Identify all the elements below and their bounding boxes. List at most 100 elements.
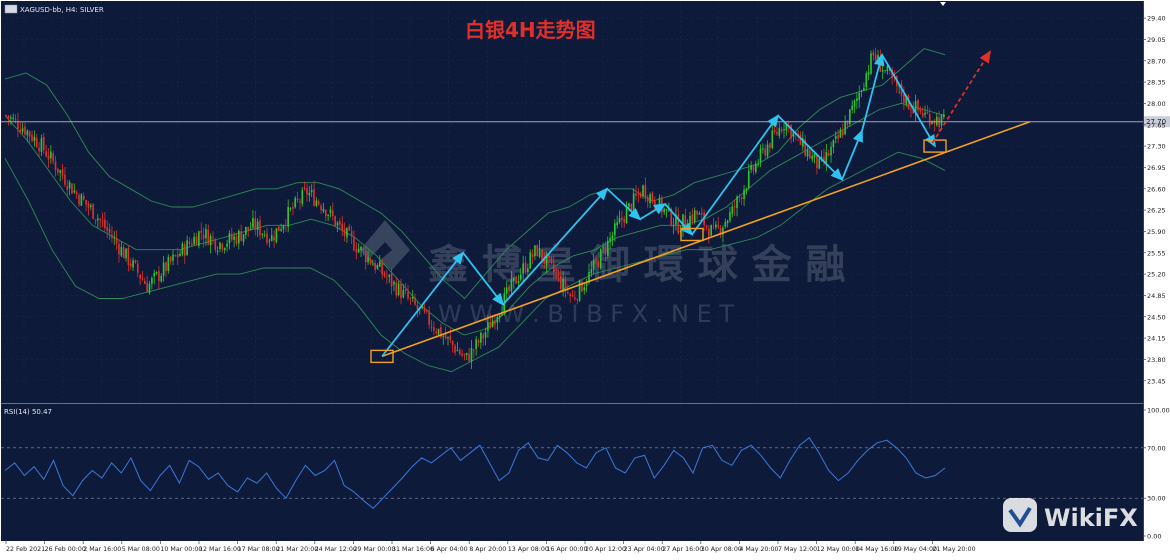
price-tick-label: 27.65 bbox=[1147, 121, 1166, 129]
candle-body bbox=[388, 274, 391, 277]
candle-body bbox=[508, 286, 510, 291]
candle-body bbox=[769, 143, 771, 148]
candle-body bbox=[38, 147, 40, 152]
candle-body bbox=[266, 233, 268, 243]
candle-body bbox=[357, 248, 360, 253]
chart-shift-marker-icon[interactable] bbox=[940, 2, 946, 6]
candle-body bbox=[409, 298, 412, 299]
candle-body bbox=[259, 220, 261, 236]
candle-body bbox=[907, 95, 910, 110]
candle-body bbox=[726, 220, 729, 224]
price-panel-background bbox=[1, 1, 1143, 403]
candle-body bbox=[134, 260, 137, 263]
candle-body bbox=[750, 165, 752, 171]
candle-body bbox=[395, 282, 398, 296]
candle-body bbox=[799, 134, 802, 145]
candle-body bbox=[740, 197, 743, 200]
candle-body bbox=[630, 204, 633, 212]
price-axis-labels: 29.40 29.05 28.70 28.35 28.00 27.65 27.30 26.95… bbox=[1143, 15, 1166, 385]
candle-body bbox=[273, 236, 275, 241]
candle-body bbox=[646, 197, 649, 202]
candle-body bbox=[287, 206, 289, 227]
symbol-info: XAGUSD-bb, H4: SILVER bbox=[20, 6, 104, 14]
candle-body bbox=[611, 235, 614, 240]
candle-body bbox=[451, 341, 454, 346]
candle-body bbox=[585, 283, 588, 286]
candle-body bbox=[512, 277, 515, 281]
candle-body bbox=[682, 214, 684, 230]
candle-body bbox=[343, 228, 346, 236]
candle-body bbox=[672, 225, 675, 227]
candle-body bbox=[158, 271, 160, 281]
candle-body bbox=[108, 228, 111, 233]
candle-body bbox=[45, 151, 47, 157]
time-tick-label: 13 Apr 08:00 bbox=[508, 546, 549, 553]
candle-body bbox=[881, 70, 884, 72]
candle-body bbox=[717, 224, 720, 227]
watermark-logo-icon bbox=[360, 220, 410, 280]
candle-body bbox=[75, 192, 78, 195]
candle-body bbox=[313, 189, 315, 206]
time-tick-label: 5 Mar 08:00 bbox=[122, 546, 160, 553]
time-tick-label: 12 May 00:00 bbox=[817, 546, 860, 553]
candle-body bbox=[118, 243, 120, 255]
candle-body bbox=[21, 128, 24, 132]
candle-body bbox=[736, 196, 738, 208]
candle-body bbox=[148, 283, 151, 293]
candle-body bbox=[541, 249, 543, 261]
candle-body bbox=[275, 228, 278, 243]
rsi-tick-label: 0.00 bbox=[1147, 533, 1161, 541]
time-tick-label: 7 May 12:00 bbox=[778, 546, 817, 553]
candle-body bbox=[233, 236, 235, 240]
candle-body bbox=[456, 350, 459, 352]
current-price-marker bbox=[1144, 116, 1170, 128]
candle-body bbox=[247, 226, 250, 231]
zigzag-arrow-segment bbox=[606, 188, 642, 221]
time-tick-label: 24 Mar 12:00 bbox=[315, 546, 357, 553]
candle-body bbox=[491, 320, 494, 327]
candle-body bbox=[527, 268, 529, 273]
candle-body bbox=[501, 312, 503, 316]
candle-body bbox=[762, 148, 764, 150]
candle-body bbox=[320, 205, 322, 210]
zigzag-arrow-segment bbox=[777, 114, 844, 181]
price-axis-area bbox=[1143, 1, 1169, 541]
time-tick-label: 22 Feb 2021 bbox=[6, 546, 45, 553]
candle-body bbox=[773, 129, 776, 133]
candle-body bbox=[339, 221, 341, 225]
candle-body bbox=[858, 93, 861, 100]
candle-body bbox=[550, 257, 553, 263]
candle-body bbox=[17, 120, 19, 130]
candle-body bbox=[26, 130, 29, 136]
candle-body bbox=[155, 271, 158, 274]
candle-body bbox=[162, 262, 165, 276]
candle-body bbox=[870, 53, 872, 74]
candle-body bbox=[874, 54, 877, 61]
candle-body bbox=[675, 214, 677, 225]
zigzag-arrow-segment bbox=[381, 251, 465, 357]
candle-body bbox=[165, 262, 167, 272]
candle-body bbox=[24, 126, 26, 135]
candle-body bbox=[606, 240, 609, 256]
candle-body bbox=[61, 168, 64, 176]
candle-body bbox=[195, 236, 198, 245]
chart-type-icon[interactable] bbox=[4, 4, 18, 14]
candle-body bbox=[609, 238, 611, 242]
candle-body bbox=[256, 221, 259, 231]
candle-body bbox=[430, 326, 433, 328]
bollinger-middle-band bbox=[4, 102, 946, 336]
candle-body bbox=[207, 229, 210, 245]
candle-body bbox=[198, 231, 200, 246]
candle-body bbox=[538, 247, 541, 258]
candle-body bbox=[785, 123, 788, 131]
time-tick-label: 16 Apr 00:00 bbox=[546, 546, 587, 553]
candle-body bbox=[477, 340, 480, 344]
candle-body bbox=[454, 345, 456, 353]
candle-body bbox=[867, 71, 870, 75]
candle-body bbox=[101, 220, 104, 222]
price-tick-label: 24.85 bbox=[1147, 292, 1166, 300]
candle-body bbox=[282, 225, 285, 230]
candle-body bbox=[856, 98, 858, 101]
